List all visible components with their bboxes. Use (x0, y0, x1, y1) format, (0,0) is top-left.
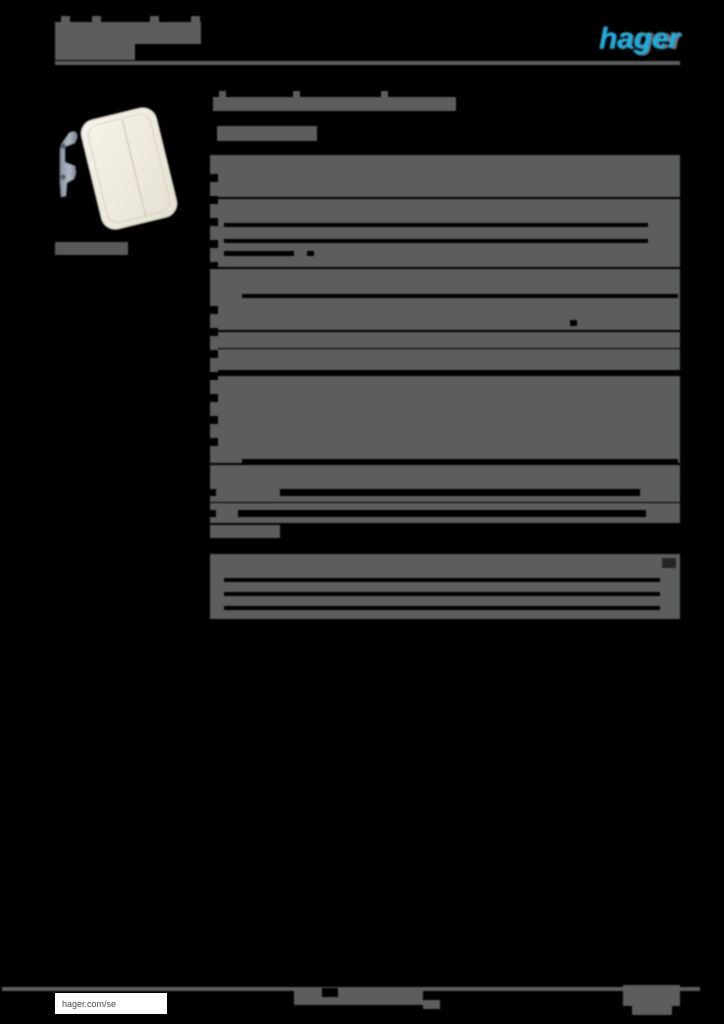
svg-text:hager: hager (599, 22, 681, 55)
